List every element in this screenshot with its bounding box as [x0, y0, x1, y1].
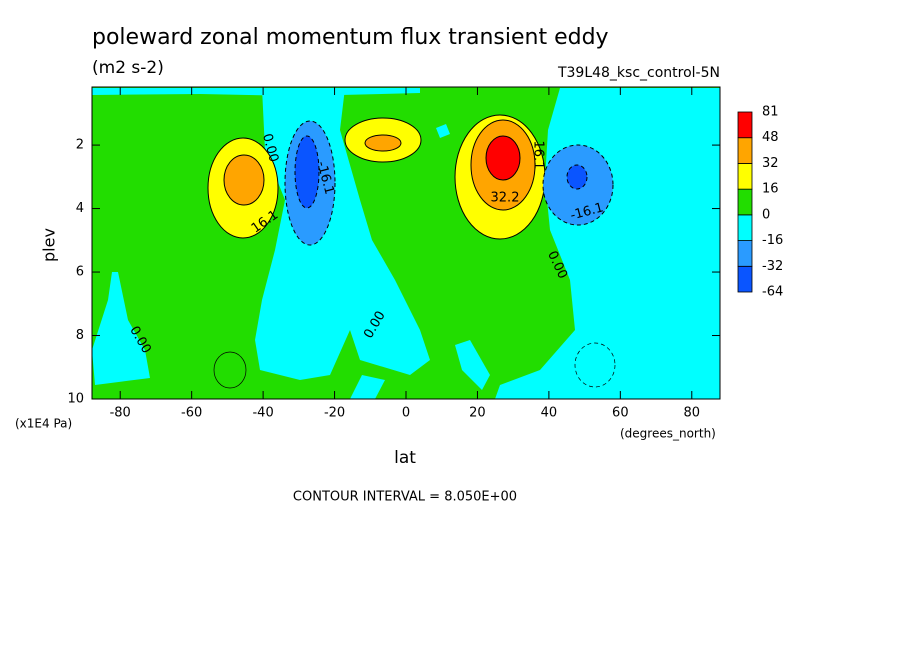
contour-line	[470, 119, 536, 211]
x-units: (degrees_north)	[620, 427, 716, 441]
field-band	[567, 165, 587, 189]
x-tick-label: 60	[612, 406, 629, 421]
colorbar-label: 48	[762, 130, 779, 145]
contour-line	[294, 135, 320, 209]
field-band	[455, 340, 490, 390]
colorbar-label: 32	[762, 156, 779, 171]
colorbar-label: -64	[762, 285, 783, 300]
y-tick-label: 4	[76, 201, 84, 216]
field-band	[295, 136, 319, 208]
y-axis-label: plev	[40, 228, 59, 262]
contour-line	[213, 351, 247, 389]
colorbar-box	[737, 188, 753, 216]
colorbar-label: 16	[762, 182, 779, 197]
x-axis-label: lat	[394, 448, 416, 468]
colorbar-box	[737, 214, 753, 241]
field-band	[92, 272, 150, 385]
field-band	[224, 155, 264, 205]
contour-line	[344, 117, 422, 163]
x-tick-label: -60	[181, 406, 202, 421]
contour-interval: CONTOUR INTERVAL = 8.050E+00	[293, 490, 517, 505]
colorbar-box	[737, 265, 753, 293]
colorbar-box	[737, 111, 753, 139]
contour-line	[364, 134, 402, 152]
field-band	[486, 136, 520, 180]
x-tick-label: 0	[402, 406, 410, 421]
y-tick-label: 8	[76, 328, 84, 343]
colorbar-label: 0	[762, 207, 770, 222]
x-tick-label: 40	[541, 406, 558, 421]
colorbar-box	[737, 163, 753, 190]
contour-label: 0.00	[259, 132, 281, 164]
x-tick-label: -40	[252, 406, 273, 421]
contour-line	[566, 164, 588, 190]
contour-line	[542, 144, 614, 226]
chart-title: poleward zonal momentum flux transient e…	[92, 25, 609, 50]
field-band	[365, 135, 401, 151]
colorbar-box	[737, 137, 753, 164]
units: (m2 s-2)	[92, 58, 164, 78]
y-tick-label: 10	[67, 392, 84, 407]
y-units: (x1E4 Pa)	[15, 417, 72, 431]
contour-line	[574, 342, 616, 388]
colorbar-label: 81	[762, 105, 779, 120]
x-tick-label: 80	[684, 406, 701, 421]
x-tick-label: 20	[469, 406, 486, 421]
field-band	[350, 375, 385, 399]
contour-line	[223, 154, 265, 206]
y-tick-label: 6	[76, 265, 84, 280]
x-tick-label: -20	[324, 406, 345, 421]
colorbar-label: -16	[762, 233, 783, 248]
colorbar-label: -32	[762, 259, 783, 274]
field-band	[436, 124, 450, 138]
contour-line	[284, 120, 336, 246]
contour-label: 32.2	[491, 191, 520, 206]
dataset-label: T39L48_ksc_control-5N	[557, 65, 720, 81]
colorbar-box	[737, 240, 753, 267]
contour-line	[485, 135, 521, 181]
x-tick-label: -80	[110, 406, 131, 421]
contour-label: 16.1	[531, 141, 546, 170]
y-tick-label: 2	[76, 138, 84, 153]
contour-line	[207, 137, 279, 239]
